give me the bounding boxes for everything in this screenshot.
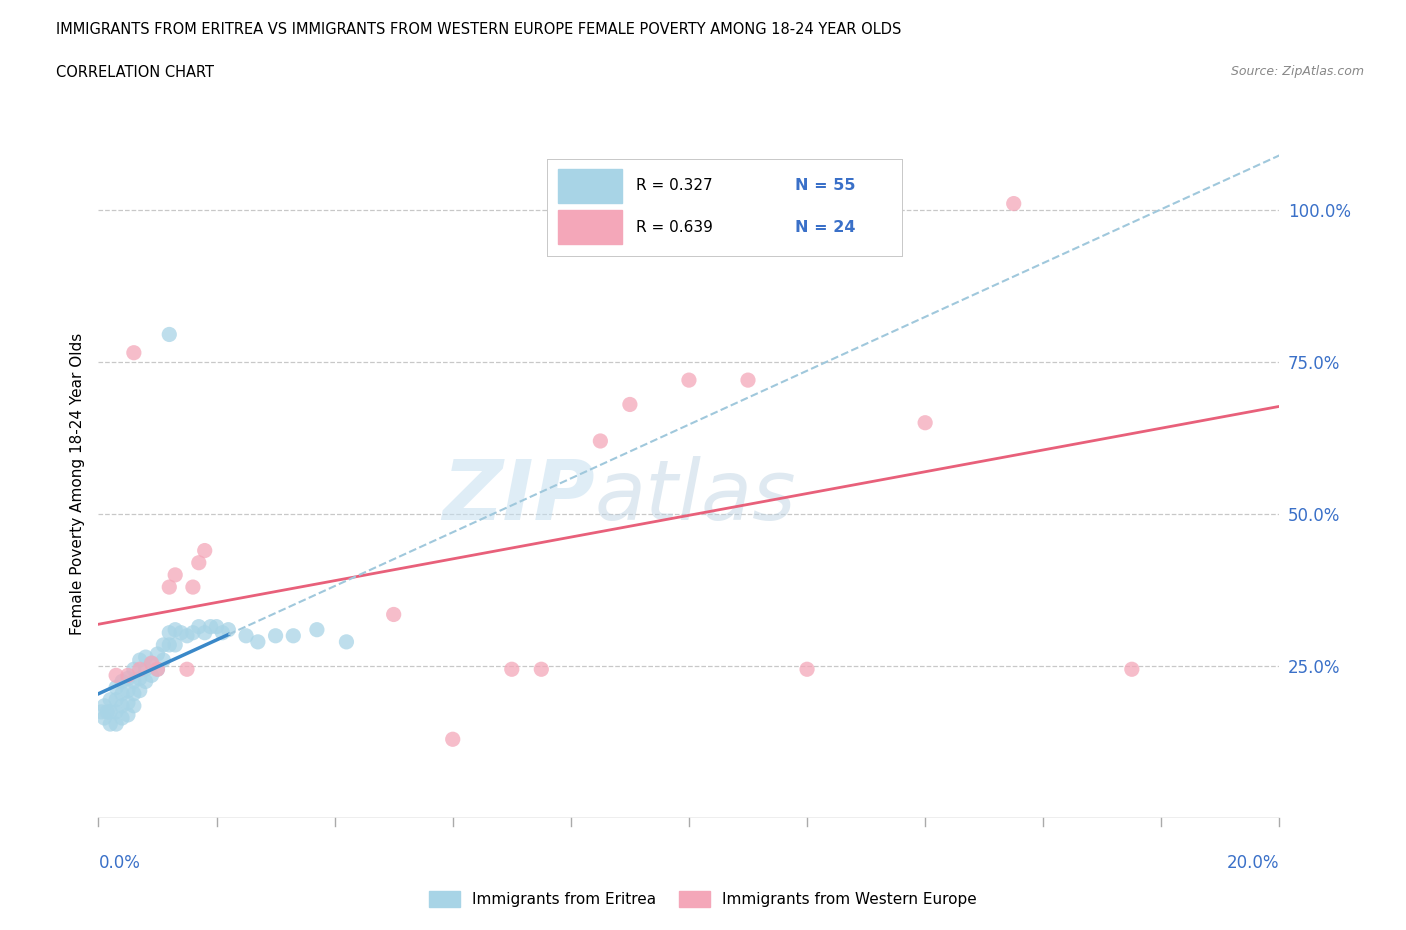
Text: 20.0%: 20.0%: [1227, 854, 1279, 871]
Legend: Immigrants from Eritrea, Immigrants from Western Europe: Immigrants from Eritrea, Immigrants from…: [423, 884, 983, 913]
Point: [176, 629, 198, 644]
Point: [170, 625, 193, 640]
Point: [157, 637, 180, 652]
Point: [305, 622, 328, 637]
Point: [117, 684, 139, 698]
Point: [152, 637, 174, 652]
Point: [122, 345, 145, 360]
Point: [165, 637, 187, 652]
Point: [157, 579, 180, 594]
Point: [1121, 662, 1143, 677]
Point: [914, 416, 936, 431]
Text: 0.0%: 0.0%: [98, 854, 141, 871]
Point: [141, 656, 163, 671]
Text: ZIP: ZIP: [441, 457, 595, 538]
Point: [90, 704, 112, 719]
Point: [165, 622, 187, 637]
Point: [146, 662, 169, 677]
Point: [589, 433, 612, 448]
Point: [122, 674, 145, 689]
Point: [382, 607, 405, 622]
Point: [135, 650, 157, 665]
Point: [187, 555, 209, 570]
Text: IMMIGRANTS FROM ERITREA VS IMMIGRANTS FROM WESTERN EUROPE FEMALE POVERTY AMONG 1: IMMIGRANTS FROM ERITREA VS IMMIGRANTS FR…: [56, 22, 901, 37]
Point: [105, 717, 128, 732]
Point: [165, 567, 187, 582]
Point: [117, 708, 139, 723]
Point: [796, 662, 818, 677]
Point: [128, 662, 150, 677]
Point: [122, 662, 145, 677]
Point: [111, 698, 134, 713]
Point: [181, 625, 204, 640]
Point: [619, 397, 641, 412]
Point: [105, 668, 128, 683]
Y-axis label: Female Poverty Among 18-24 Year Olds: Female Poverty Among 18-24 Year Olds: [69, 333, 84, 635]
Point: [146, 662, 169, 677]
Point: [335, 634, 357, 649]
Point: [678, 373, 700, 388]
Point: [152, 653, 174, 668]
Point: [441, 732, 464, 747]
Point: [128, 684, 150, 698]
Point: [246, 634, 269, 649]
Point: [141, 668, 163, 683]
Point: [194, 543, 217, 558]
Point: [737, 373, 759, 388]
Point: [181, 579, 204, 594]
Point: [93, 711, 115, 725]
Point: [111, 711, 134, 725]
Point: [117, 671, 139, 685]
Point: [122, 686, 145, 701]
Text: Source: ZipAtlas.com: Source: ZipAtlas.com: [1230, 65, 1364, 78]
Point: [157, 327, 180, 342]
Point: [105, 692, 128, 707]
Point: [111, 674, 134, 689]
Point: [501, 662, 523, 677]
Point: [187, 619, 209, 634]
Point: [128, 671, 150, 685]
Point: [530, 662, 553, 677]
Point: [105, 680, 128, 695]
Point: [157, 625, 180, 640]
Point: [98, 692, 121, 707]
Point: [98, 704, 121, 719]
Point: [135, 662, 157, 677]
Point: [122, 698, 145, 713]
Point: [117, 668, 139, 683]
Point: [117, 696, 139, 711]
Point: [1002, 196, 1025, 211]
Point: [128, 653, 150, 668]
Point: [111, 686, 134, 701]
Text: atlas: atlas: [595, 457, 796, 538]
Point: [205, 619, 228, 634]
Point: [141, 656, 163, 671]
Point: [235, 629, 257, 644]
Point: [176, 662, 198, 677]
Point: [96, 704, 118, 719]
Point: [98, 717, 121, 732]
Text: CORRELATION CHART: CORRELATION CHART: [56, 65, 214, 80]
Point: [200, 619, 222, 634]
Point: [105, 704, 128, 719]
Point: [217, 622, 239, 637]
Point: [283, 629, 305, 644]
Point: [211, 625, 233, 640]
Point: [135, 674, 157, 689]
Point: [264, 629, 287, 644]
Point: [146, 646, 169, 661]
Point: [93, 698, 115, 713]
Point: [194, 625, 217, 640]
